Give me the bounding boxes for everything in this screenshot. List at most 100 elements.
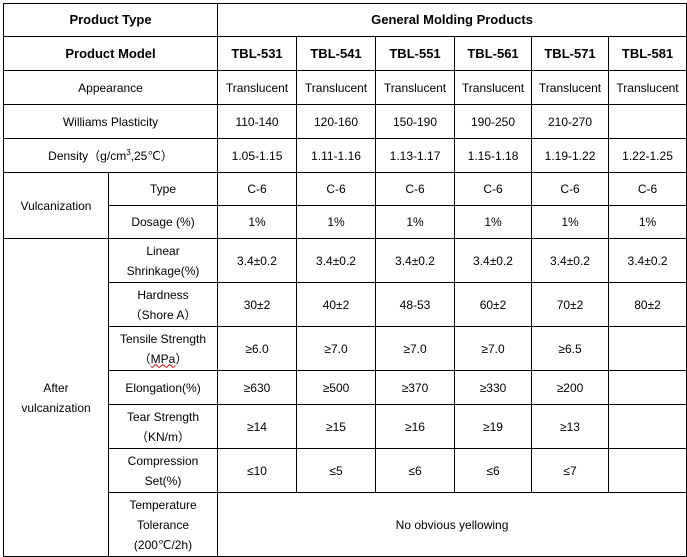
- shrinkage-value: 3.4±0.2: [296, 238, 377, 283]
- vulcanization-dosage-value: 1%: [296, 205, 377, 239]
- elongation-row: Elongation(%) ≥630 ≥500 ≥370 ≥330 ≥200: [4, 370, 687, 405]
- compression-value: ≤6: [375, 448, 456, 493]
- elongation-value: ≥200: [531, 370, 610, 405]
- elongation-value: ≥330: [454, 370, 533, 405]
- compression-value: [608, 448, 687, 493]
- tensile-label-paren-close: ）: [175, 351, 188, 366]
- compression-label-line-1: Compression: [127, 453, 199, 468]
- model-cell: TBL-531: [217, 36, 298, 71]
- appearance-value: Translucent: [454, 70, 533, 105]
- product-type-value: General Molding Products: [217, 3, 687, 37]
- compression-row: Compression Set(%) ≤10 ≤5 ≤6 ≤6 ≤7: [4, 448, 687, 493]
- tear-value: ≥13: [531, 404, 610, 449]
- vulcanization-type-value: C-6: [608, 172, 687, 206]
- density-value: 1.13-1.17: [375, 138, 456, 173]
- tear-label-line-2: （KN/m）: [136, 429, 191, 444]
- model-cell: TBL-571: [531, 36, 610, 71]
- tensile-value: ≥7.0: [375, 326, 456, 371]
- appearance-label: Appearance: [2, 70, 219, 105]
- tear-value: ≥16: [375, 404, 456, 449]
- after-vulcanization-group-label: After vulcanization: [3, 238, 109, 557]
- vulcanization-type-value: C-6: [375, 172, 456, 206]
- appearance-value: Translucent: [608, 70, 687, 105]
- hardness-value: 60±2: [454, 282, 533, 327]
- vulcanization-dosage-value: 1%: [375, 205, 456, 239]
- tear-value: ≥15: [296, 404, 377, 449]
- shrinkage-value: 3.4±0.2: [531, 238, 610, 283]
- plasticity-value: 110-140: [217, 104, 298, 139]
- vulcanization-dosage-row: Dosage (%) 1% 1% 1% 1% 1% 1%: [4, 205, 687, 239]
- tensile-label-unit: MPa: [150, 351, 176, 366]
- hardness-label-line-1: Hardness: [137, 287, 189, 302]
- tensile-label-line-2: （MPa）: [111, 349, 215, 369]
- appearance-value: Translucent: [296, 70, 377, 105]
- compression-label-line-2: Set(%): [144, 473, 182, 488]
- compression-label: Compression Set(%): [107, 448, 219, 493]
- tear-label: Tear Strength （KN/m）: [107, 404, 219, 449]
- tensile-value: ≥7.0: [296, 326, 377, 371]
- tensile-value: ≥6.5: [531, 326, 610, 371]
- compression-value: ≤7: [531, 448, 610, 493]
- tear-value: [608, 404, 687, 449]
- vulcanization-type-value: C-6: [454, 172, 533, 206]
- vulcanization-type-value: C-6: [296, 172, 377, 206]
- product-model-label: Product Model: [2, 36, 219, 71]
- model-cell: TBL-581: [608, 36, 687, 71]
- appearance-value: Translucent: [375, 70, 456, 105]
- product-type-label: Product Type: [2, 3, 219, 37]
- shrinkage-row: After vulcanization Linear Shrinkage(%) …: [3, 238, 687, 557]
- after-label-line-1: After: [43, 380, 69, 395]
- vulcanization-type-value: C-6: [531, 172, 610, 206]
- tensile-value: ≥6.0: [217, 326, 298, 371]
- vulcanization-type-label: Type: [107, 172, 219, 206]
- hardness-value: 48-53: [375, 282, 456, 327]
- density-value: 1.11-1.16: [296, 138, 377, 173]
- model-cell: TBL-541: [296, 36, 377, 71]
- temperature-value: No obvious yellowing: [217, 492, 687, 557]
- density-value: 1.19-1.22: [531, 138, 610, 173]
- vulcanization-dosage-label: Dosage (%): [107, 205, 219, 239]
- elongation-value: ≥370: [375, 370, 456, 405]
- appearance-row: Appearance Translucent Translucent Trans…: [2, 70, 687, 105]
- temperature-row: Temperature Tolerance (200℃/2h) No obvio…: [4, 492, 687, 557]
- compression-value: ≤6: [454, 448, 533, 493]
- hardness-value: 30±2: [217, 282, 298, 327]
- tensile-value: ≥7.0: [454, 326, 533, 371]
- shrinkage-value: 3.4±0.2: [608, 238, 687, 283]
- vulcanization-dosage-value: 1%: [531, 205, 610, 239]
- shrinkage-label: Linear Shrinkage(%): [107, 238, 219, 283]
- vulcanization-dosage-value: 1%: [454, 205, 533, 239]
- density-label-post: ,25℃）: [130, 148, 173, 163]
- elongation-value: ≥630: [217, 370, 298, 405]
- tensile-label-line-1: Tensile Strength: [119, 331, 207, 346]
- temperature-label-line-3: (200℃/2h): [133, 537, 193, 552]
- tear-value: ≥19: [454, 404, 533, 449]
- vulcanization-type-value: C-6: [217, 172, 298, 206]
- density-label: Density（g/cm3,25℃）: [2, 138, 219, 173]
- density-label-sup: 3: [126, 147, 131, 157]
- plasticity-value: 190-250: [454, 104, 533, 139]
- tear-row: Tear Strength （KN/m） ≥14 ≥15 ≥16 ≥19 ≥13: [4, 404, 687, 449]
- hardness-label: Hardness （Shore A）: [107, 282, 219, 327]
- shrinkage-value: 3.4±0.2: [454, 238, 533, 283]
- model-cell: TBL-561: [454, 36, 533, 71]
- plasticity-label: Williams Plasticity: [2, 104, 219, 139]
- density-value: 1.15-1.18: [454, 138, 533, 173]
- product-type-row: Product Type General Molding Products: [2, 3, 687, 37]
- product-model-row: Product Model TBL-531 TBL-541 TBL-551 TB…: [2, 36, 687, 71]
- vulcanization-group-label: Vulcanization: [3, 172, 109, 239]
- tensile-label: Tensile Strength （MPa）: [107, 326, 219, 371]
- elongation-label: Elongation(%): [107, 370, 219, 405]
- density-value: 1.22-1.25: [608, 138, 687, 173]
- plasticity-value: 120-160: [296, 104, 377, 139]
- compression-value: ≤10: [217, 448, 298, 493]
- elongation-value: ≥500: [296, 370, 377, 405]
- appearance-value: Translucent: [531, 70, 610, 105]
- tear-label-line-1: Tear Strength: [126, 409, 200, 424]
- compression-value: ≤5: [296, 448, 377, 493]
- temperature-label: Temperature Tolerance (200℃/2h): [107, 492, 219, 557]
- density-row: Density（g/cm3,25℃） 1.05-1.15 1.11-1.16 1…: [2, 138, 687, 173]
- tear-value: ≥14: [217, 404, 298, 449]
- temperature-label-line-2: Tolerance: [136, 517, 190, 532]
- tensile-row: Tensile Strength （MPa） ≥6.0 ≥7.0 ≥7.0 ≥7…: [4, 326, 687, 371]
